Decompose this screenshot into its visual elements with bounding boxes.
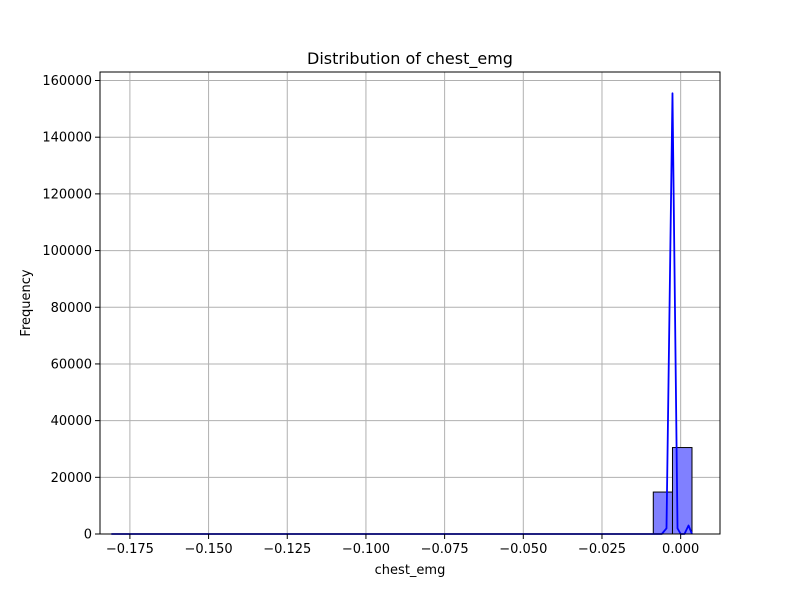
y-tick-label: 20000 xyxy=(51,471,92,486)
y-tick-label: 40000 xyxy=(51,414,92,429)
y-tick-label: 140000 xyxy=(42,131,92,146)
x-axis-label: chest_emg xyxy=(375,563,446,578)
x-tick-label: −0.125 xyxy=(263,542,311,557)
y-tick-label: 100000 xyxy=(42,244,92,259)
y-tick-label: 160000 xyxy=(42,74,92,89)
plot-area-frame xyxy=(99,71,721,535)
x-tick-label: −0.050 xyxy=(499,542,547,557)
x-tick-label: 0.000 xyxy=(662,542,699,557)
y-axis-label: Frequency xyxy=(19,269,34,336)
histogram-bar xyxy=(671,447,693,535)
x-axis-ticks: −0.175 −0.150 −0.125 −0.100 −0.075 −0.050 −0.0… xyxy=(106,534,699,557)
x-tick-label: −0.025 xyxy=(578,542,626,557)
histogram-bar xyxy=(652,491,673,535)
y-tick-label: 120000 xyxy=(42,187,92,202)
x-tick-label: −0.175 xyxy=(106,542,154,557)
y-axis-ticks: 0 20000 40000 60000 80000 100000 120000 140000 1… xyxy=(42,74,100,543)
y-tick-label: 60000 xyxy=(51,357,92,372)
x-tick-label: −0.150 xyxy=(185,542,233,557)
y-tick-label: 0 xyxy=(84,528,92,543)
x-tick-label: −0.075 xyxy=(421,542,469,557)
x-tick-label: −0.100 xyxy=(342,542,390,557)
y-tick-label: 80000 xyxy=(51,301,92,316)
chart-title: Distribution of chest_emg xyxy=(307,49,513,69)
